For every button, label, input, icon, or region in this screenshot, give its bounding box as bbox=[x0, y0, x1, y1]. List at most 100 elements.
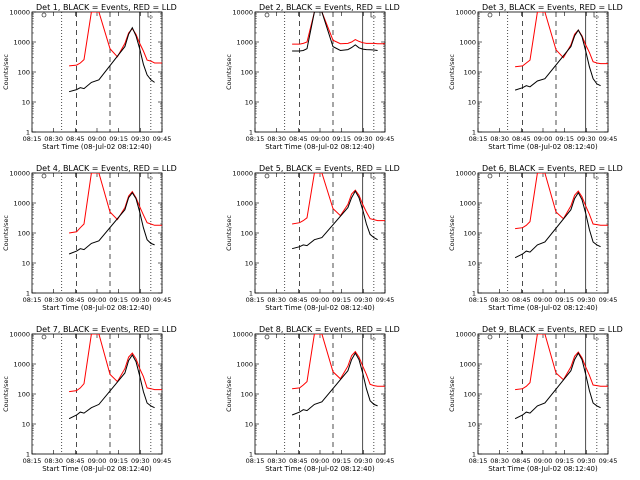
x-tick-label: 09:45 bbox=[153, 457, 172, 465]
y-axis-label: Counts/sec bbox=[2, 215, 10, 251]
end-marker bbox=[147, 334, 153, 340]
flare-marker bbox=[487, 334, 493, 340]
flare-marker bbox=[487, 12, 493, 18]
x-tick-label: 09:00 bbox=[534, 135, 553, 143]
x-tick-label: 08:15 bbox=[469, 457, 488, 465]
y-tick-label: 100 bbox=[18, 69, 30, 77]
panel-det-8: Det 8, BLACK = Events, RED = LLD 1 10 100 10… bbox=[225, 325, 400, 473]
series-lld bbox=[69, 12, 162, 67]
x-tick-label: 09:15 bbox=[332, 135, 351, 143]
x-tick-label: 09:15 bbox=[109, 135, 128, 143]
panel-det-7: Det 7, BLACK = Events, RED = LLD 1 10 100 10… bbox=[2, 325, 177, 473]
y-axis-label: Counts/sec bbox=[2, 376, 10, 412]
series-lld bbox=[69, 334, 162, 393]
x-tick-label: 09:30 bbox=[577, 135, 596, 143]
x-axis-label: Start Time (08-Jul-02 08:12:40) bbox=[42, 465, 152, 473]
y-tick-label: 10 bbox=[468, 421, 476, 429]
x-tick-label: 08:30 bbox=[490, 135, 509, 143]
x-tick-label: 08:15 bbox=[246, 296, 265, 304]
x-tick-label: 09:00 bbox=[88, 457, 107, 465]
series-events bbox=[514, 29, 601, 91]
x-tick-label: 08:45 bbox=[66, 135, 85, 143]
x-tick-label: 08:15 bbox=[23, 135, 42, 143]
series-events bbox=[68, 191, 155, 255]
series-lld bbox=[515, 173, 608, 230]
x-tick-label: 09:00 bbox=[534, 457, 553, 465]
y-axis-label: Counts/sec bbox=[448, 215, 456, 251]
y-tick-label: 10 bbox=[245, 260, 253, 268]
y-tick-label: 10000 bbox=[9, 170, 30, 178]
series-lld bbox=[515, 334, 608, 391]
x-tick-label: 08:15 bbox=[246, 135, 265, 143]
y-axis-label: Counts/sec bbox=[225, 215, 233, 251]
panel-title: Det 3, BLACK = Events, RED = LLD bbox=[482, 3, 623, 12]
flare-marker bbox=[264, 334, 270, 340]
series-lld bbox=[292, 12, 385, 45]
panel-det-5: Det 5, BLACK = Events, RED = LLD 1 10 100 10… bbox=[225, 164, 400, 312]
y-axis-label: Counts/sec bbox=[448, 376, 456, 412]
y-tick-label: 1000 bbox=[459, 361, 476, 369]
x-tick-label: 09:30 bbox=[131, 457, 150, 465]
x-tick-label: 08:30 bbox=[490, 296, 509, 304]
x-tick-label: 09:00 bbox=[311, 296, 330, 304]
x-tick-label: 09:00 bbox=[311, 457, 330, 465]
panel-det-4: Det 4, BLACK = Events, RED = LLD 1 10 100 10… bbox=[2, 164, 177, 312]
y-tick-label: 1 bbox=[249, 129, 253, 137]
x-tick-label: 09:15 bbox=[555, 296, 574, 304]
plot-frame bbox=[254, 11, 386, 133]
x-axis-label: Start Time (08-Jul-02 08:12:40) bbox=[42, 143, 152, 151]
x-tick-label: 09:45 bbox=[599, 135, 618, 143]
y-tick-label: 10 bbox=[468, 260, 476, 268]
x-tick-label: 09:30 bbox=[131, 296, 150, 304]
y-tick-label: 10 bbox=[468, 99, 476, 107]
y-tick-label: 10000 bbox=[455, 331, 476, 339]
plot-frame bbox=[477, 11, 609, 133]
y-tick-label: 100 bbox=[18, 230, 30, 238]
y-axis-label: Counts/sec bbox=[448, 54, 456, 90]
panel-det-2: Det 2, BLACK = Events, RED = LLD 1 10 100 10… bbox=[225, 3, 400, 151]
x-tick-label: 09:30 bbox=[131, 135, 150, 143]
end-marker bbox=[593, 173, 599, 179]
x-tick-label: 08:30 bbox=[44, 135, 63, 143]
y-tick-label: 10 bbox=[245, 99, 253, 107]
end-marker bbox=[370, 173, 376, 179]
x-tick-label: 08:30 bbox=[44, 457, 63, 465]
x-tick-label: 09:45 bbox=[153, 296, 172, 304]
plot-frame bbox=[254, 172, 386, 294]
panel-det-9: Det 9, BLACK = Events, RED = LLD 1 10 100 10… bbox=[448, 325, 623, 473]
y-tick-label: 10000 bbox=[232, 9, 253, 17]
x-tick-label: 09:15 bbox=[109, 296, 128, 304]
y-tick-label: 1000 bbox=[236, 39, 253, 47]
x-tick-label: 08:45 bbox=[512, 296, 531, 304]
y-tick-label: 1000 bbox=[13, 39, 30, 47]
series-events bbox=[291, 190, 378, 250]
x-axis-label: Start Time (08-Jul-02 08:12:40) bbox=[42, 304, 152, 312]
x-axis-label: Start Time (08-Jul-02 08:12:40) bbox=[265, 465, 375, 473]
x-tick-label: 09:45 bbox=[376, 457, 395, 465]
x-tick-label: 08:45 bbox=[289, 457, 308, 465]
x-tick-label: 09:30 bbox=[577, 457, 596, 465]
panel-title: Det 9, BLACK = Events, RED = LLD bbox=[482, 325, 623, 334]
series-events bbox=[514, 191, 601, 259]
x-tick-label: 09:15 bbox=[555, 135, 574, 143]
end-marker bbox=[593, 12, 599, 18]
plot-frame bbox=[31, 172, 163, 294]
x-axis-label: Start Time (08-Jul-02 08:12:40) bbox=[265, 304, 375, 312]
x-tick-label: 08:15 bbox=[469, 135, 488, 143]
x-tick-label: 09:45 bbox=[599, 457, 618, 465]
x-axis-label: Start Time (08-Jul-02 08:12:40) bbox=[488, 465, 598, 473]
x-tick-label: 09:00 bbox=[311, 135, 330, 143]
y-tick-label: 10000 bbox=[232, 170, 253, 178]
series-events bbox=[68, 354, 155, 420]
y-tick-label: 100 bbox=[18, 391, 30, 399]
x-tick-label: 09:00 bbox=[534, 296, 553, 304]
x-tick-label: 08:45 bbox=[512, 135, 531, 143]
y-tick-label: 1000 bbox=[236, 200, 253, 208]
x-tick-label: 08:30 bbox=[490, 457, 509, 465]
x-tick-label: 08:15 bbox=[246, 457, 265, 465]
y-tick-label: 100 bbox=[464, 69, 476, 77]
y-tick-label: 1 bbox=[26, 290, 30, 298]
x-tick-label: 09:45 bbox=[599, 296, 618, 304]
x-tick-label: 08:45 bbox=[66, 296, 85, 304]
flare-marker bbox=[487, 173, 493, 179]
